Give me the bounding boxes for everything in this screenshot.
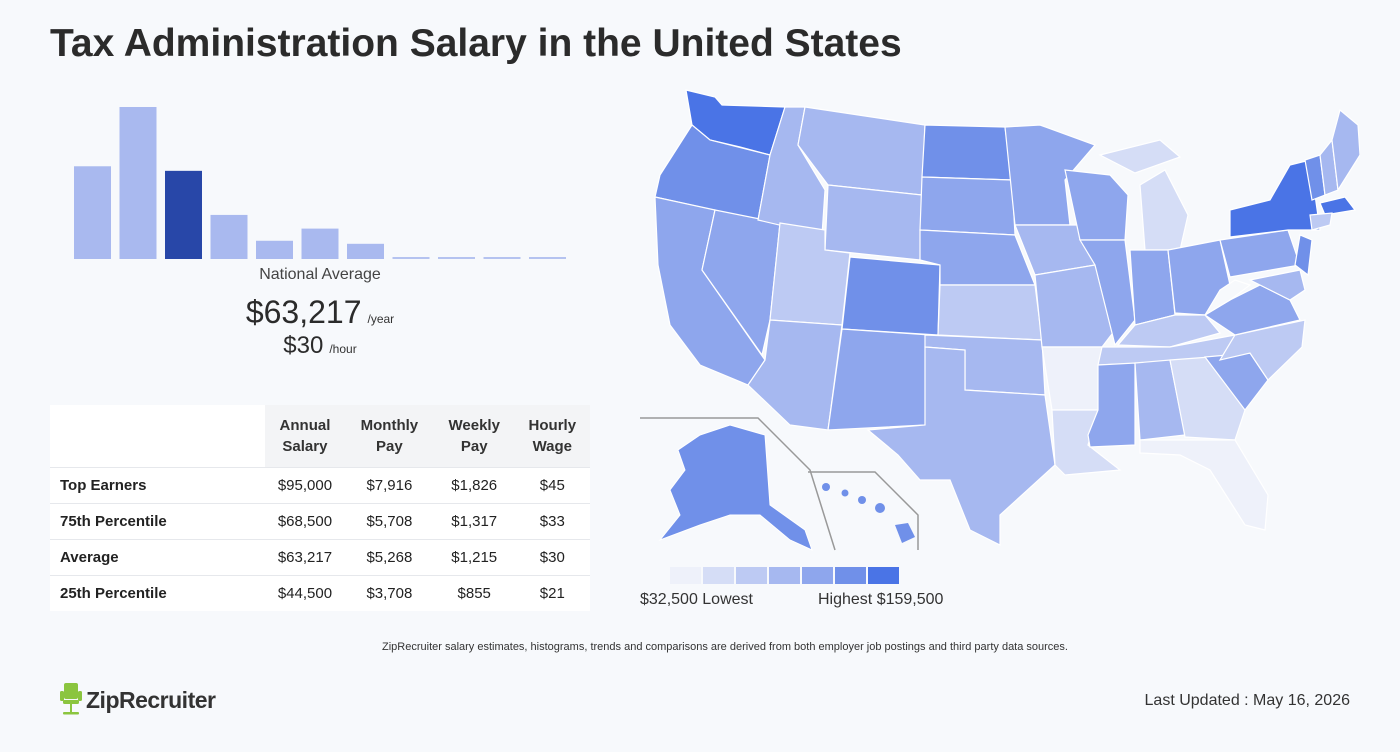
state-south-dakota <box>919 176 1016 236</box>
footnote: ZipRecruiter salary estimates, histogram… <box>382 641 1068 653</box>
state-maryland <box>1248 269 1306 301</box>
legend-swatch <box>703 567 734 584</box>
histogram-bar <box>392 257 430 259</box>
table-cell: $30 <box>514 538 590 575</box>
table-corner <box>50 405 265 467</box>
histogram-bar <box>210 214 248 259</box>
state-missouri <box>1034 264 1116 348</box>
row-label: Average <box>50 538 265 575</box>
state-michigan <box>1139 169 1189 251</box>
histogram-bar <box>74 166 111 259</box>
state-indiana <box>1129 249 1176 326</box>
legend-swatch <box>736 567 767 584</box>
table-cell: $855 <box>433 574 515 611</box>
legend-swatch <box>769 567 800 584</box>
table-row: 75th Percentile $68,500 $5,708 $1,317 $3… <box>50 502 590 539</box>
state-massachusetts <box>1319 196 1357 216</box>
state-maine <box>1331 108 1360 192</box>
state-colorado <box>841 256 941 336</box>
histogram-bar <box>483 257 521 259</box>
table-cell: $21 <box>514 574 590 611</box>
table-cell: $3,708 <box>344 574 434 611</box>
header-annual: Annual Salary <box>265 405 345 467</box>
legend-high-label: Highest $159,500 <box>818 591 944 608</box>
chair-icon <box>60 683 82 715</box>
map-legend <box>670 567 899 584</box>
alaska-inset <box>640 417 836 551</box>
table-cell: $1,826 <box>433 466 515 503</box>
table-cell: $33 <box>514 502 590 539</box>
table-cell: $68,500 <box>265 502 345 539</box>
table-cell: $44,500 <box>265 574 345 611</box>
state-connecticut <box>1309 212 1333 231</box>
state-wisconsin <box>1064 169 1129 241</box>
state-north-dakota <box>921 124 1013 181</box>
hourly-amount: $30 <box>283 332 324 359</box>
row-label: Top Earners <box>50 466 265 503</box>
state-michigan-upper <box>1098 139 1182 174</box>
brand-name: ZipRecruiter <box>86 686 216 713</box>
table-cell: $45 <box>514 466 590 503</box>
hawaii-inset <box>808 471 919 550</box>
ziprecruiter-logo[interactable]: ZipRecruiter <box>60 683 216 717</box>
table-row: Top Earners $95,000 $7,916 $1,826 $45 <box>50 466 590 503</box>
legend-swatch <box>868 567 899 584</box>
yearly-amount: $63,217 <box>245 294 362 330</box>
legend-swatch <box>835 567 866 584</box>
last-updated: Last Updated : May 16, 2026 <box>1144 692 1350 709</box>
national-average-hourly: $30/hour <box>170 332 470 360</box>
state-kansas <box>937 284 1043 341</box>
hourly-unit: /hour <box>329 342 357 356</box>
histogram-bar <box>119 107 157 259</box>
state-florida <box>1139 439 1269 531</box>
state-alaska <box>658 424 813 551</box>
state-west-virginia <box>1204 279 1252 316</box>
header-hourly: Hourly Wage <box>514 405 590 467</box>
legend-swatch <box>802 567 833 584</box>
table-row: 25th Percentile $44,500 $3,708 $855 $21 <box>50 574 590 611</box>
state-arkansas <box>1041 346 1103 411</box>
salary-histogram <box>74 107 566 259</box>
state-texas <box>866 346 1056 546</box>
table-cell: $5,708 <box>344 502 434 539</box>
table-cell: $7,916 <box>344 466 434 503</box>
histogram-bar <box>301 228 339 259</box>
histogram-bar <box>529 257 566 259</box>
legend-swatch <box>670 567 701 584</box>
state-new-mexico <box>827 328 931 431</box>
table-cell: $1,215 <box>433 538 515 575</box>
histogram-bar <box>438 257 475 259</box>
header-monthly: Monthly Pay <box>344 405 434 467</box>
table-cell: $63,217 <box>265 538 345 575</box>
state-wyoming <box>824 184 923 261</box>
state-georgia <box>1169 356 1246 441</box>
histogram-bar <box>347 243 384 259</box>
state-hawaii <box>895 523 915 543</box>
national-average-yearly: $63,217/year <box>170 294 470 331</box>
table-cell: $95,000 <box>265 466 345 503</box>
table-row: Average $63,217 $5,268 $1,215 $30 <box>50 538 590 575</box>
state-new-jersey <box>1294 234 1313 277</box>
state-illinois <box>1078 239 1136 347</box>
histogram-bar <box>256 240 293 259</box>
row-label: 25th Percentile <box>50 574 265 611</box>
header-weekly: Weekly Pay <box>433 405 515 467</box>
yearly-unit: /year <box>367 312 395 326</box>
page-title: Tax Administration Salary in the United … <box>50 22 902 65</box>
legend-low-label: $32,500 Lowest <box>640 591 753 608</box>
national-average-label: National Average <box>259 266 381 283</box>
table-cell: $5,268 <box>344 538 434 575</box>
histogram-bar <box>165 170 202 259</box>
us-salary-map <box>640 89 1360 551</box>
salary-table: Annual Salary Monthly Pay Weekly Pay Hourly… <box>50 405 590 611</box>
row-label: 75th Percentile <box>50 502 265 539</box>
table-cell: $1,317 <box>433 502 515 539</box>
